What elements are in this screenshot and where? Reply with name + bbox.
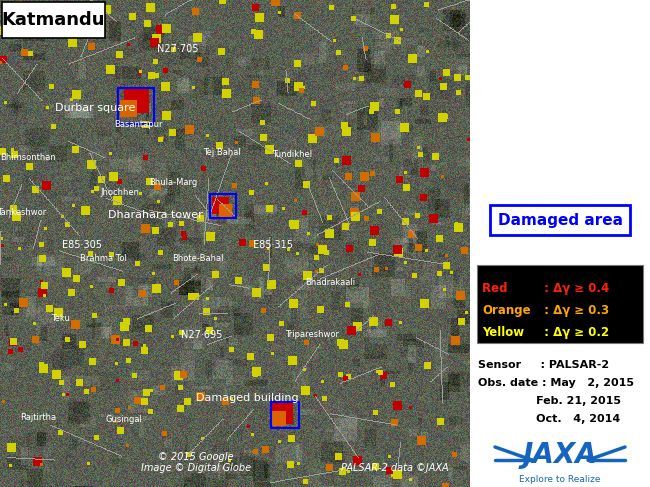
Bar	[2, 2, 105, 38]
Text: Basantapur: Basantapur	[114, 120, 162, 129]
Text: Damaged building: Damaged building	[196, 393, 298, 403]
Text: Katmandu: Katmandu	[2, 11, 105, 29]
Text: Oct.   4, 2014: Oct. 4, 2014	[478, 414, 620, 424]
Bar	[210, 194, 236, 218]
Text: Feb. 21, 2015: Feb. 21, 2015	[478, 396, 621, 406]
Text: Explore to Realize: Explore to Realize	[519, 475, 601, 484]
Text: Tripareshwor: Tripareshwor	[285, 330, 339, 339]
Text: © 2015 Google: © 2015 Google	[158, 452, 234, 462]
Text: N27·705: N27·705	[157, 44, 199, 54]
Text: E85·305: E85·305	[62, 240, 102, 250]
Bar	[271, 402, 299, 428]
Text: Orange: Orange	[482, 304, 530, 317]
Text: Image © Digital Globe: Image © Digital Globe	[141, 463, 251, 473]
Text: : Δγ ≥ 0.4: : Δγ ≥ 0.4	[540, 282, 609, 295]
Text: Durbar square: Durbar square	[55, 103, 135, 113]
Text: Sensor     : PALSAR-2: Sensor : PALSAR-2	[478, 360, 609, 370]
Text: N27·695: N27·695	[181, 330, 223, 340]
Text: Bhula-Marg: Bhula-Marg	[149, 178, 197, 187]
Text: Red: Red	[482, 282, 524, 295]
Text: Tankeshwor: Tankeshwor	[0, 208, 47, 217]
Text: E85·315: E85·315	[253, 240, 293, 250]
Text: Teku: Teku	[51, 314, 70, 323]
Text: Dharahara tower: Dharahara tower	[108, 210, 203, 220]
Text: Tundikhel: Tundikhel	[272, 150, 312, 159]
Text: Tej Bahal: Tej Bahal	[203, 148, 241, 157]
Text: Brahma Tol: Brahma Tol	[79, 254, 127, 263]
Bar	[477, 265, 643, 343]
Text: : Δγ ≥ 0.3: : Δγ ≥ 0.3	[540, 304, 609, 317]
Text: Gusingal: Gusingal	[105, 415, 142, 424]
Text: Bhote-Bahal: Bhote-Bahal	[172, 254, 224, 263]
Text: JAXA: JAXA	[523, 441, 597, 469]
Text: Bhimsonthan: Bhimsonthan	[0, 153, 56, 162]
Text: PALSAR-2 data ©JAXA: PALSAR-2 data ©JAXA	[341, 463, 448, 473]
Text: Jhochhen: Jhochhen	[101, 188, 140, 197]
Text: Bhadrakaali: Bhadrakaali	[305, 278, 355, 287]
Text: : Δγ ≥ 0.2: : Δγ ≥ 0.2	[540, 326, 609, 339]
Text: Damaged area: Damaged area	[497, 212, 623, 227]
Text: Yellow: Yellow	[482, 326, 528, 339]
Text: Rajtirtha: Rajtirtha	[20, 413, 56, 422]
Text: Obs. date : May   2, 2015: Obs. date : May 2, 2015	[478, 378, 634, 388]
Bar	[118, 88, 154, 124]
